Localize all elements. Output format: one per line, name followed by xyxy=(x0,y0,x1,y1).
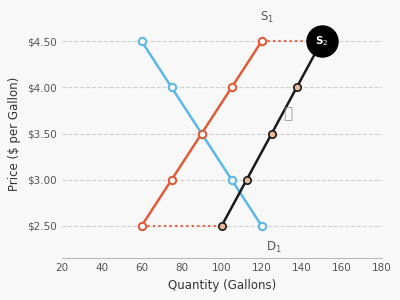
Point xyxy=(168,85,175,90)
Point xyxy=(318,39,325,44)
Point xyxy=(228,85,235,90)
Point xyxy=(198,131,205,136)
X-axis label: Quantity (Gallons): Quantity (Gallons) xyxy=(168,279,276,292)
Point xyxy=(218,224,225,228)
Text: S$_2$: S$_2$ xyxy=(315,34,328,48)
Point xyxy=(268,131,275,136)
Point xyxy=(294,85,300,90)
Point xyxy=(244,177,250,182)
Text: D$_1$: D$_1$ xyxy=(266,240,281,255)
Point xyxy=(258,224,265,228)
Text: S$_1$: S$_1$ xyxy=(260,10,274,25)
Point xyxy=(138,224,145,228)
Y-axis label: Price ($ per Gallon): Price ($ per Gallon) xyxy=(8,76,21,191)
Point xyxy=(228,177,235,182)
Point xyxy=(198,131,205,136)
Text: ✋: ✋ xyxy=(283,106,292,121)
Point xyxy=(258,39,265,44)
Point xyxy=(168,177,175,182)
Point xyxy=(138,39,145,44)
